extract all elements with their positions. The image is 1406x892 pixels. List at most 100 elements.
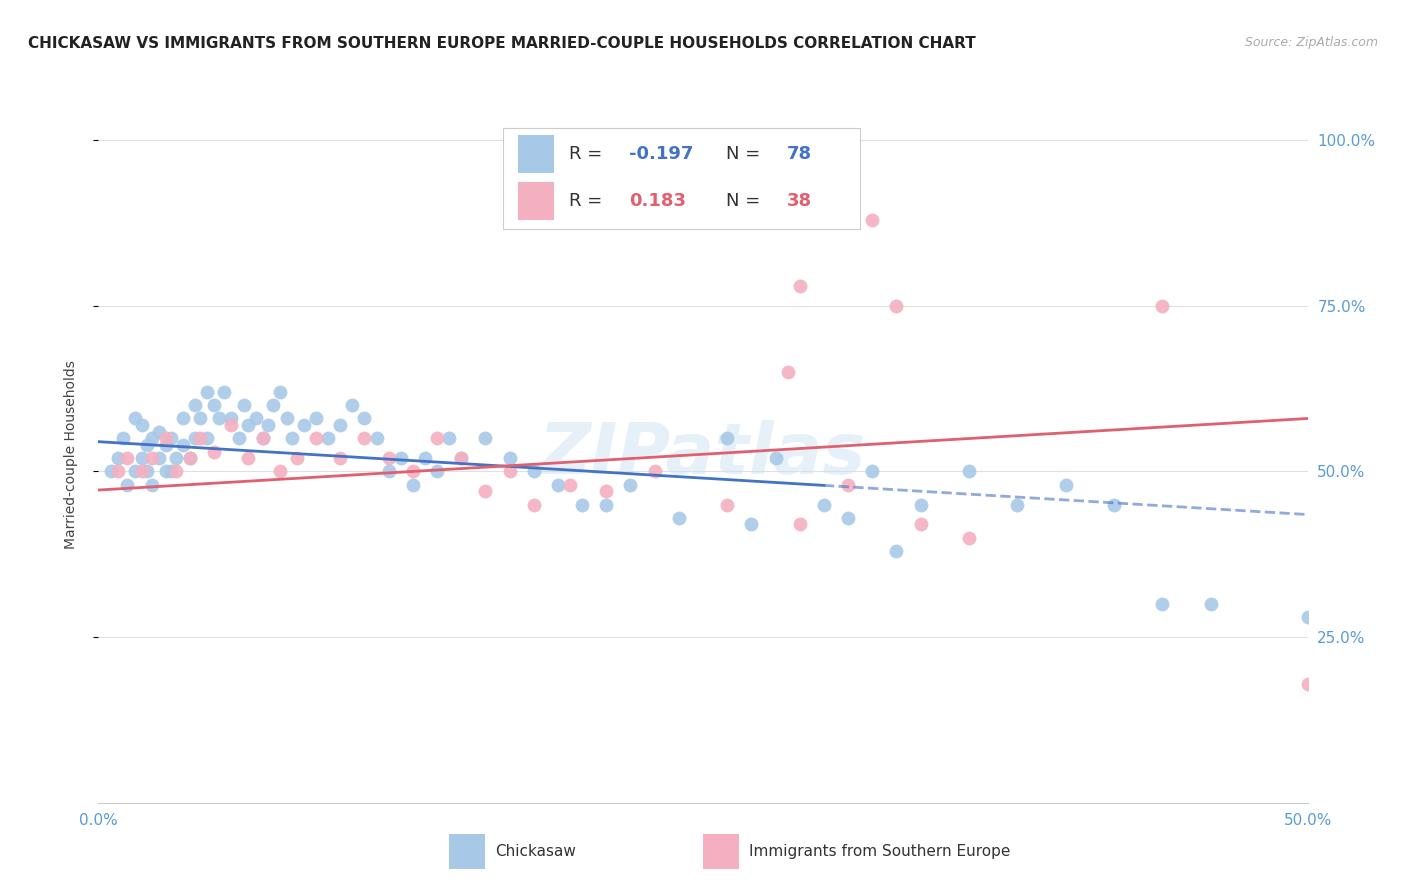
Point (188, 431, 211, 445)
Point (107, 465, 129, 479)
Point (252, 431, 274, 445)
Point (155, 465, 177, 479)
Point (450, 451, 472, 466)
Text: Chickasaw: Chickasaw (495, 844, 576, 859)
Point (165, 465, 187, 479)
Point (389, 451, 412, 466)
Point (195, 384, 218, 399)
Text: ZIPatlas: ZIPatlas (540, 420, 866, 490)
Point (276, 411, 298, 425)
Text: 0.183: 0.183 (630, 192, 686, 210)
Point (886, 544, 908, 558)
Point (155, 431, 177, 445)
Point (1199, 597, 1222, 611)
Y-axis label: Married-couple Households: Married-couple Households (63, 360, 77, 549)
Point (188, 411, 211, 425)
Text: R =: R = (569, 145, 607, 163)
Point (413, 451, 436, 466)
Point (107, 451, 129, 466)
Point (353, 431, 375, 445)
Point (238, 451, 260, 466)
Point (160, 465, 183, 479)
Point (195, 431, 218, 445)
Point (837, 477, 859, 491)
Point (204, 398, 226, 412)
Text: 38: 38 (786, 192, 811, 210)
Point (765, 451, 787, 466)
Point (716, 431, 738, 445)
Point (523, 465, 546, 479)
Point (523, 498, 546, 512)
Point (474, 484, 496, 499)
Point (1296, 676, 1319, 690)
Point (179, 451, 201, 466)
Point (305, 411, 328, 425)
Point (957, 465, 980, 479)
Point (329, 451, 352, 466)
Point (886, 299, 908, 313)
Point (957, 531, 980, 545)
Point (281, 431, 304, 445)
Point (498, 465, 520, 479)
Point (141, 451, 163, 466)
Point (245, 411, 267, 425)
Point (571, 498, 593, 512)
Point (1152, 597, 1174, 611)
Point (228, 431, 250, 445)
Point (305, 431, 328, 445)
Point (1152, 299, 1174, 313)
Point (668, 511, 690, 525)
Point (402, 465, 425, 479)
Point (111, 431, 134, 445)
Point (1102, 498, 1125, 512)
Point (256, 418, 278, 433)
Bar (517, 136, 554, 173)
Point (184, 398, 207, 412)
Point (131, 418, 153, 433)
Point (740, 517, 762, 532)
Point (789, 279, 811, 293)
Point (1054, 477, 1077, 491)
Bar (449, 834, 485, 869)
Point (141, 477, 163, 491)
Point (329, 418, 352, 433)
Text: R =: R = (569, 192, 613, 210)
Point (269, 465, 291, 479)
Point (135, 465, 157, 479)
Point (450, 451, 472, 466)
Point (316, 431, 339, 445)
Point (789, 517, 811, 532)
Point (377, 465, 399, 479)
Point (292, 418, 315, 433)
Point (232, 398, 254, 412)
Point (813, 498, 835, 512)
Point (342, 398, 364, 412)
Point (172, 438, 194, 452)
Point (595, 484, 617, 499)
Point (1296, 610, 1319, 624)
Text: -0.197: -0.197 (630, 145, 693, 163)
Point (426, 465, 449, 479)
Point (124, 411, 146, 425)
Point (155, 438, 177, 452)
Point (776, 365, 799, 379)
Point (558, 477, 581, 491)
Point (366, 431, 388, 445)
Point (644, 465, 666, 479)
Point (208, 411, 231, 425)
Point (117, 477, 139, 491)
Point (124, 465, 146, 479)
Point (135, 438, 157, 452)
Point (269, 384, 291, 399)
Point (716, 498, 738, 512)
Point (377, 451, 399, 466)
Point (910, 498, 932, 512)
Point (252, 431, 274, 445)
Point (148, 451, 170, 466)
Point (148, 425, 170, 439)
Point (212, 384, 235, 399)
Point (474, 431, 496, 445)
Point (910, 517, 932, 532)
Point (285, 451, 308, 466)
Point (172, 411, 194, 425)
